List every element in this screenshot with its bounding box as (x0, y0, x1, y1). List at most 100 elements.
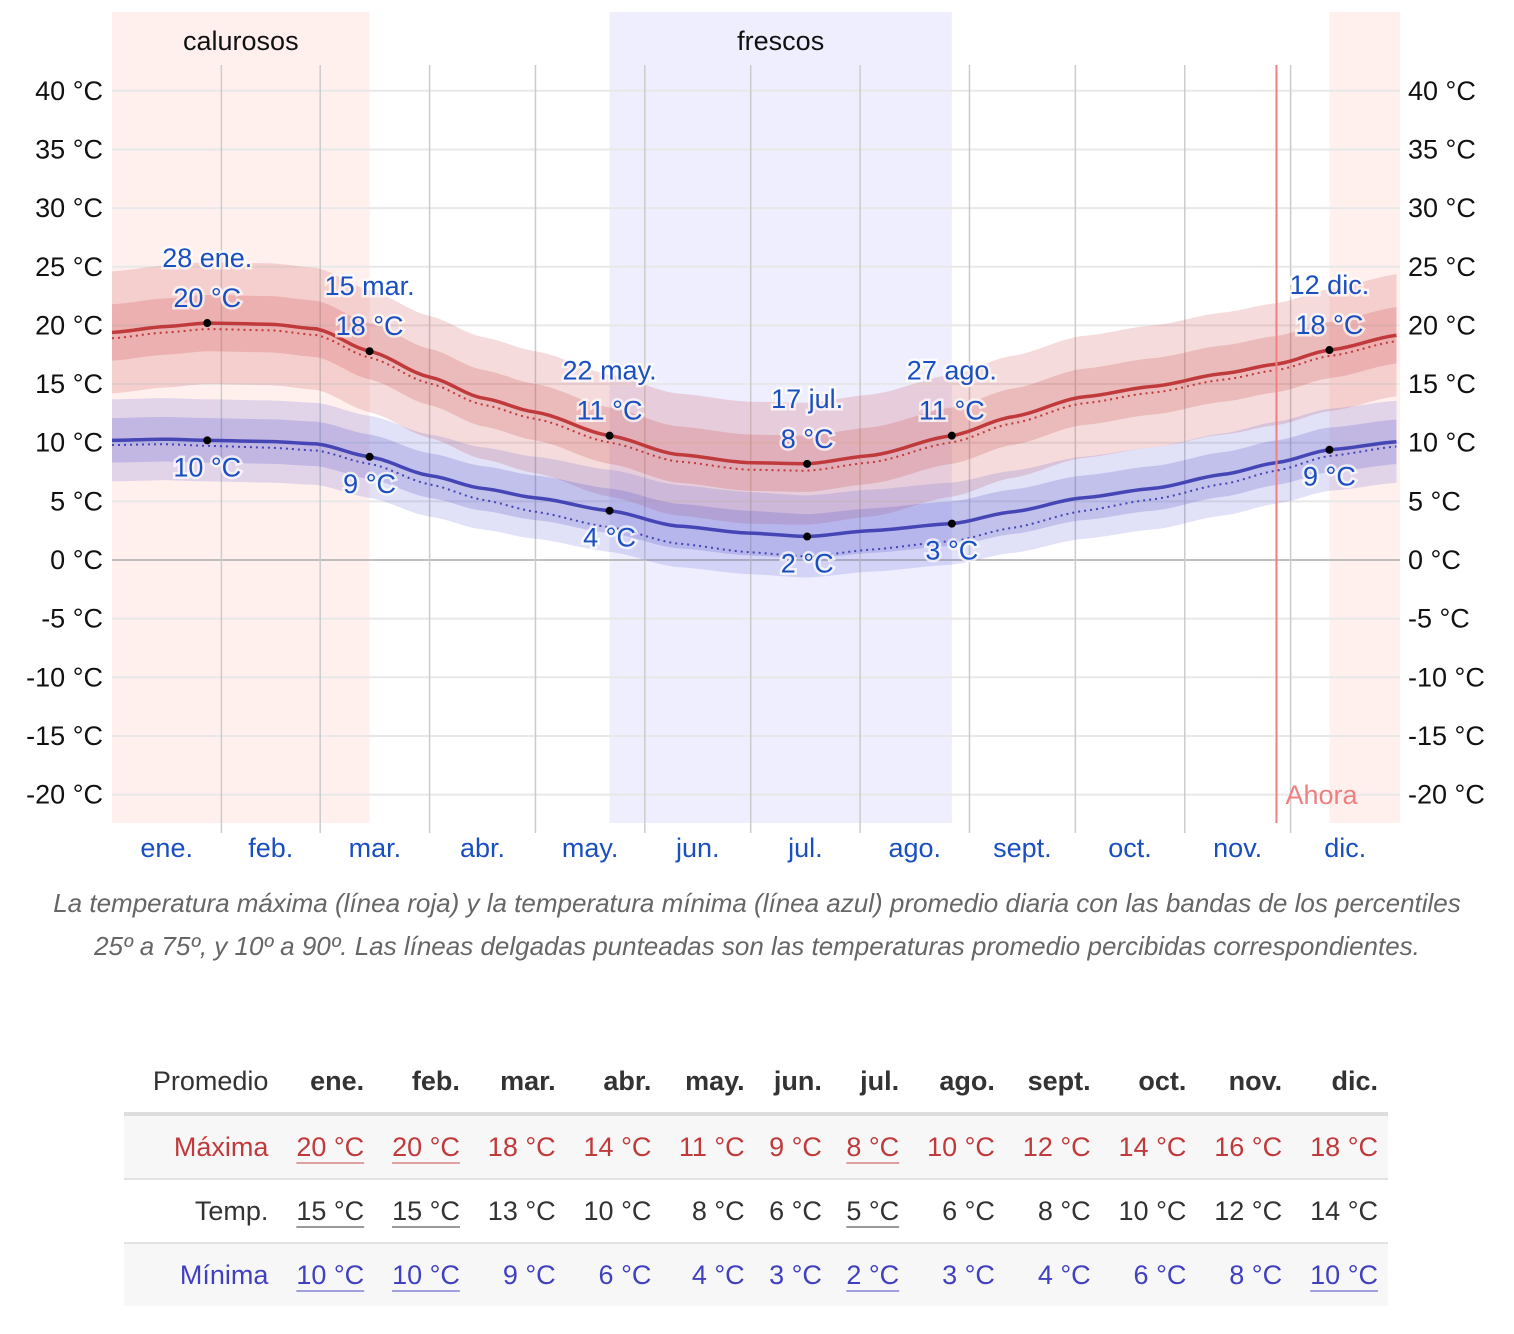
table-cell: 12 °C (1004, 1114, 1101, 1180)
y-tick-label-left: 30 °C (35, 193, 103, 223)
month-label: dic. (1324, 833, 1366, 863)
min-temp-line (111, 437, 1397, 539)
annotation-temp: 18 °C (336, 311, 404, 341)
cell-value: 13 °C (487, 1195, 556, 1226)
table-month-header: dic. (1292, 1050, 1388, 1116)
table-cell: 3 °C (754, 1243, 832, 1306)
table-cell: 6 °C (1100, 1243, 1197, 1306)
cell-value[interactable]: 10 °C (392, 1259, 460, 1290)
y-tick-label-left: 0 °C (50, 545, 103, 575)
table-month-header: may. (661, 1050, 755, 1116)
month-label: feb. (248, 833, 293, 863)
cell-value[interactable]: 8 °C (846, 1131, 900, 1162)
table-cell: 9 °C (754, 1114, 832, 1180)
month-label: abr. (460, 833, 505, 863)
month-label: jun. (675, 833, 720, 863)
cell-value[interactable]: 20 °C (296, 1131, 365, 1162)
table-row-tmp: Temp. 15 °C 15 °C 13 °C 10 °C 8 °C 6 °C 5 °C 6 °… (124, 1179, 1388, 1244)
y-tick-label-left: -20 °C (26, 780, 103, 810)
cell-value: 4 °C (1037, 1259, 1091, 1290)
annotation-point (947, 519, 956, 528)
y-tick-label-left: -10 °C (26, 662, 103, 692)
cell-value[interactable]: 5 °C (846, 1195, 900, 1226)
annotation-point (947, 431, 956, 440)
y-tick-label-right: 5 °C (1408, 486, 1461, 516)
table-header-row: Promedio ene. feb. mar. abr. may. jun. jul. ago… (124, 1050, 1388, 1116)
table-cell[interactable]: 20 °C (374, 1114, 470, 1180)
table-cell[interactable]: 15 °C (278, 1179, 375, 1244)
table-cell[interactable]: 2 °C (831, 1243, 910, 1306)
month-label: ago. (889, 833, 942, 863)
cell-value: 8 °C (1037, 1195, 1091, 1226)
y-tick-label-right: 10 °C (1408, 428, 1476, 458)
table-cell: 16 °C (1196, 1114, 1293, 1180)
cell-value: 8 °C (691, 1195, 745, 1226)
table-cell: 8 °C (1196, 1243, 1293, 1306)
y-tick-label-right: 20 °C (1408, 310, 1476, 340)
table-cell[interactable]: 15 °C (374, 1179, 470, 1244)
table-month-header: feb. (374, 1050, 470, 1116)
table-cell: 18 °C (469, 1114, 566, 1180)
table-cell[interactable]: 10 °C (278, 1243, 375, 1306)
cell-value: 18 °C (1310, 1131, 1378, 1162)
season-band (112, 12, 370, 823)
p10-p90-band (112, 262, 1397, 525)
y-tick-label-left: -15 °C (26, 721, 103, 751)
annotation-temp: 11 °C (577, 396, 643, 426)
table-cell[interactable]: 10 °C (1292, 1243, 1388, 1306)
table-month-header: oct. (1100, 1050, 1197, 1116)
cell-value[interactable]: 15 °C (296, 1195, 365, 1226)
y-tick-label-right: -20 °C (1408, 780, 1485, 810)
cell-value[interactable]: 10 °C (1310, 1259, 1378, 1290)
annotation-date: 22 may. (563, 356, 657, 386)
table-header-label: Promedio (124, 1050, 279, 1116)
table-cell: 8 °C (661, 1179, 755, 1244)
row-label: Máxima (124, 1114, 279, 1180)
y-tick-label-left: -5 °C (41, 604, 103, 634)
row-label: Temp. (124, 1179, 279, 1244)
annotation-temp: 8 °C (781, 424, 834, 454)
cell-value: 14 °C (583, 1131, 652, 1162)
cell-value[interactable]: 15 °C (392, 1195, 460, 1226)
cell-value: 16 °C (1214, 1131, 1283, 1162)
annotation-temp: 20 °C (173, 283, 241, 313)
cell-value[interactable]: 2 °C (846, 1259, 900, 1290)
annotation-temp: 4 °C (583, 523, 636, 553)
month-label: may. (562, 833, 619, 863)
table-cell: 13 °C (469, 1179, 566, 1244)
annotation-date: 12 dic. (1290, 270, 1370, 300)
cell-value[interactable]: 20 °C (392, 1131, 460, 1162)
y-tick-label-right: 40 °C (1408, 76, 1476, 106)
y-tick-label-left: 35 °C (35, 134, 103, 164)
table-month-header: jun. (754, 1050, 832, 1116)
y-tick-label-left: 10 °C (35, 428, 103, 458)
table-month-header: sept. (1004, 1050, 1101, 1116)
y-tick-label-left: 5 °C (50, 486, 103, 516)
table-cell: 14 °C (1292, 1179, 1388, 1244)
table-cell[interactable]: 8 °C (831, 1114, 910, 1180)
cell-value: 3 °C (942, 1259, 995, 1290)
month-label: jul. (787, 833, 823, 863)
table-cell: 6 °C (754, 1179, 832, 1244)
cell-value: 4 °C (691, 1259, 745, 1290)
cell-value[interactable]: 10 °C (296, 1259, 365, 1290)
month-label: oct. (1108, 833, 1152, 863)
table-cell[interactable]: 20 °C (278, 1114, 375, 1180)
annotation-temp: 3 °C (925, 536, 978, 566)
monthly-average-table: Promedio ene. feb. mar. abr. may. jun. jul. ago… (124, 1050, 1388, 1306)
table-cell[interactable]: 5 °C (831, 1179, 910, 1244)
table-row-max: Máxima 20 °C 20 °C 18 °C 14 °C 11 °C 9 °C 8 °C 1… (124, 1114, 1388, 1180)
table-cell[interactable]: 10 °C (374, 1243, 470, 1306)
y-tick-label-right: 0 °C (1408, 545, 1461, 575)
annotation-point (605, 431, 614, 440)
table-cell: 8 °C (1004, 1179, 1101, 1244)
annotation-point (605, 506, 614, 515)
annotation-point (203, 319, 212, 328)
now-label: Ahora (1285, 780, 1358, 810)
annotation-point (203, 436, 212, 445)
y-tick-label-right: -15 °C (1408, 721, 1485, 751)
feels-like-line (111, 443, 1397, 558)
row-label: Mínima (124, 1243, 279, 1306)
cell-value: 10 °C (927, 1131, 995, 1162)
cell-value: 8 °C (1229, 1259, 1283, 1290)
